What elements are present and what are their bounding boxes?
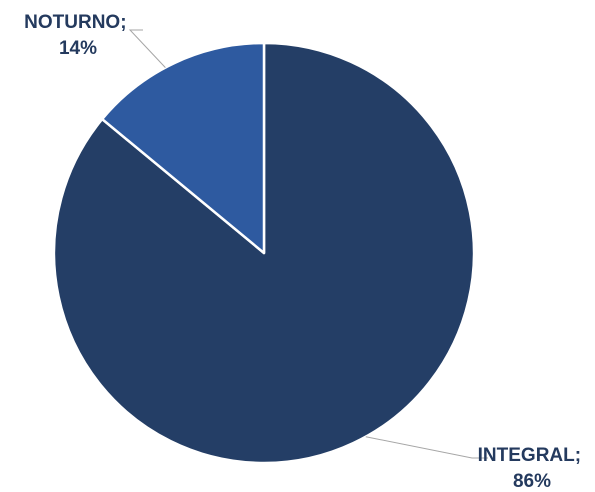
slice-label-integral-value: 86%: [513, 471, 551, 492]
slice-label-noturno-category: NOTURNO;: [24, 12, 126, 33]
slice-label-noturno: NOTURNO; 14%: [24, 12, 132, 59]
pie-slices: [52, 41, 476, 465]
slice-label-integral: INTEGRAL; 86%: [478, 445, 587, 492]
slice-label-noturno-value: 14%: [59, 38, 97, 59]
pie-slice-integral: [52, 41, 476, 465]
pie-slice-noturno: [100, 41, 266, 255]
leader-lines: [128, 29, 488, 459]
leader-line-integral: [365, 436, 488, 459]
slice-label-integral-category: INTEGRAL;: [478, 445, 581, 466]
leader-line-noturno: [128, 29, 166, 68]
